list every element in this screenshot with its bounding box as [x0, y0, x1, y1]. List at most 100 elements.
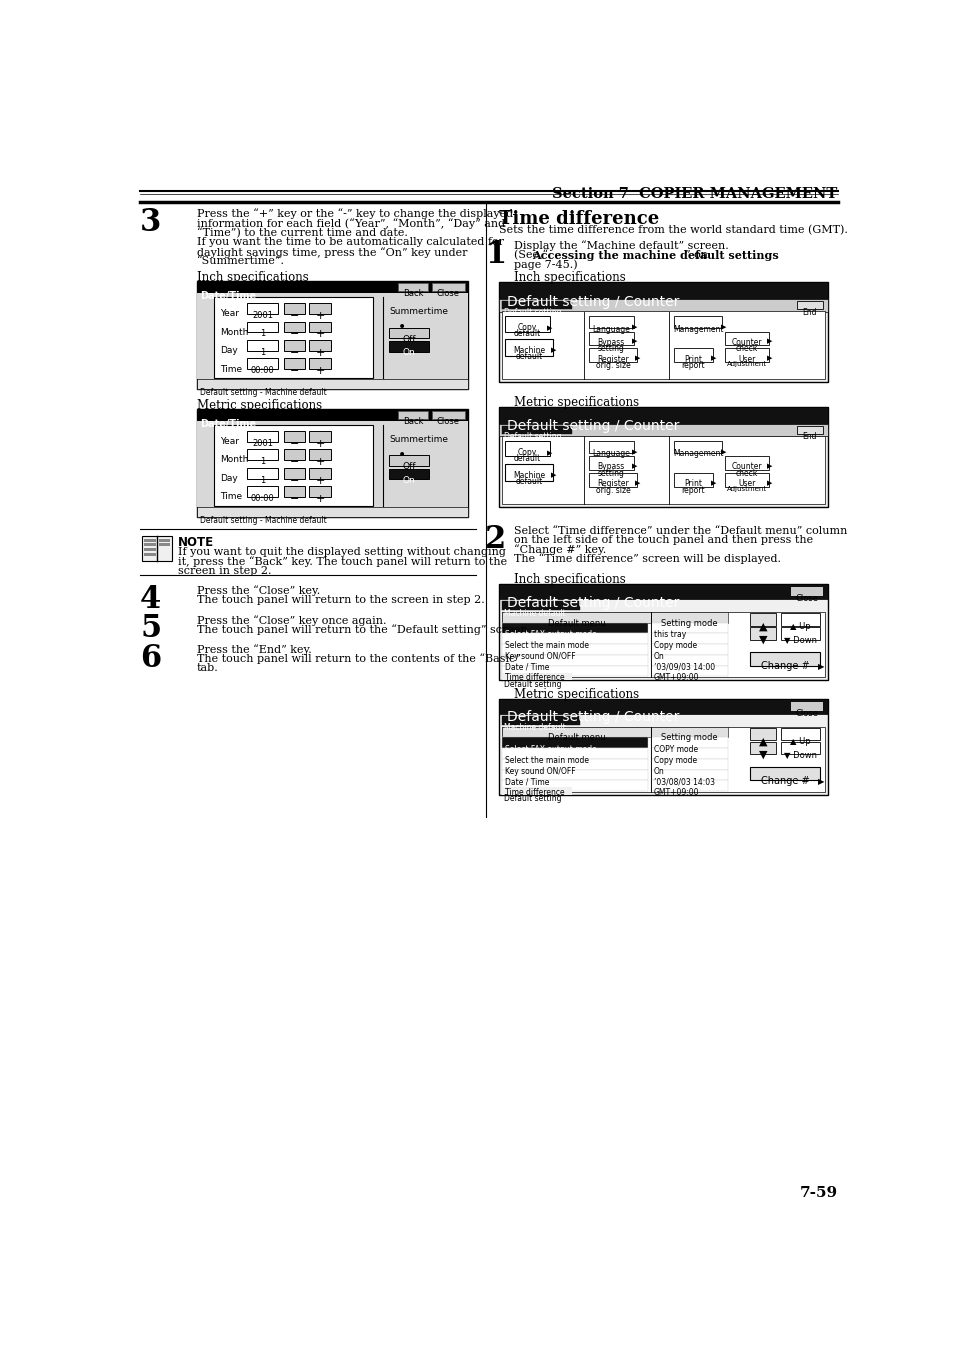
Text: 2: 2 [484, 524, 506, 555]
Text: Print: Print [684, 354, 701, 363]
Text: Year: Year [220, 436, 239, 446]
Text: 2001: 2001 [252, 439, 273, 447]
Text: Management: Management [672, 324, 722, 334]
Bar [588, 331, 633, 346]
Text: Date / Time: Date / Time [505, 662, 549, 671]
Text: Display the “Machine default” screen.: Display the “Machine default” screen. [514, 240, 728, 251]
Text: −: − [290, 311, 299, 320]
Bar [790, 701, 822, 711]
Text: Select “Time difference” under the “Default menu” column: Select “Time difference” under the “Defa… [514, 526, 847, 535]
Text: Summertime: Summertime [389, 307, 448, 316]
Text: −: − [290, 476, 299, 485]
Text: orig. size: orig. size [595, 485, 630, 494]
Bar [283, 431, 305, 442]
Text: Change #: Change # [760, 775, 808, 786]
Text: Accessing the machine default settings: Accessing the machine default settings [532, 250, 778, 261]
Text: (See “: (See “ [514, 250, 548, 261]
Text: Press the “Close” key.: Press the “Close” key. [196, 585, 319, 596]
Text: Day: Day [220, 346, 237, 355]
Text: Month: Month [220, 328, 248, 336]
Bar [309, 303, 331, 313]
Text: screen in step 2.: screen in step 2. [178, 566, 272, 576]
Bar [674, 473, 712, 488]
Text: Select FAX output mode: Select FAX output mode [505, 744, 597, 754]
Bar [501, 601, 579, 611]
Bar [501, 634, 647, 644]
Text: +: + [314, 330, 324, 339]
Bar [501, 426, 571, 434]
Bar [431, 411, 464, 419]
Bar [505, 440, 550, 457]
Text: GMT+09:00: GMT+09:00 [654, 788, 699, 797]
Bar [158, 539, 171, 542]
Bar [397, 282, 427, 292]
Text: ▼ Down: ▼ Down [783, 750, 816, 759]
Bar [650, 623, 728, 634]
Bar [588, 473, 637, 488]
Text: ▶: ▶ [632, 463, 637, 469]
Text: ▼: ▼ [759, 635, 767, 644]
Bar [196, 281, 468, 389]
Bar [283, 340, 305, 351]
Bar [650, 612, 728, 623]
Text: Press the “Close” key once again.: Press the “Close” key once again. [196, 615, 386, 626]
Text: Adjustment: Adjustment [726, 361, 766, 366]
Text: information for each field (“Year”, “Month”, “Day” and: information for each field (“Year”, “Mon… [196, 218, 504, 228]
Text: Copy mode: Copy mode [654, 642, 697, 650]
Bar [498, 698, 827, 715]
Text: Management: Management [672, 450, 722, 458]
Bar [498, 424, 827, 436]
Bar [309, 322, 331, 332]
Text: ▲ Up: ▲ Up [789, 621, 810, 631]
Text: +: + [314, 476, 324, 485]
Text: On: On [402, 476, 416, 485]
Bar [144, 543, 155, 546]
Text: Time difference: Time difference [505, 673, 564, 682]
Text: “Summertime”.: “Summertime”. [196, 257, 284, 266]
Text: Select FAX output mode: Select FAX output mode [505, 631, 597, 639]
Bar [498, 407, 827, 507]
Text: ▶: ▶ [632, 339, 637, 345]
Bar [196, 507, 468, 517]
Text: Default setting / Counter: Default setting / Counter [506, 295, 679, 308]
Bar [498, 407, 827, 424]
Text: ▶: ▶ [766, 463, 772, 469]
Text: Print: Print [684, 480, 701, 488]
Text: Default setting: Default setting [503, 432, 560, 442]
Text: Section 7  COPIER MANAGEMENT: Section 7 COPIER MANAGEMENT [552, 186, 837, 201]
Text: Close: Close [795, 709, 818, 717]
Bar [283, 322, 305, 332]
Bar [796, 301, 822, 309]
Text: If you want the time to be automatically calculated for: If you want the time to be automatically… [196, 238, 503, 247]
Bar [196, 281, 468, 293]
Bar [650, 666, 728, 677]
Text: The “Time difference” screen will be displayed.: The “Time difference” screen will be dis… [514, 554, 781, 565]
Bar [650, 644, 728, 655]
Text: Year: Year [220, 309, 239, 319]
Text: setting: setting [598, 345, 624, 353]
Text: ▶: ▶ [720, 324, 725, 331]
Text: Month: Month [220, 455, 248, 465]
Text: Copy: Copy [517, 323, 537, 332]
Text: Setting mode: Setting mode [660, 734, 718, 743]
Text: Inch specifications: Inch specifications [196, 270, 308, 284]
Text: Default setting / Counter: Default setting / Counter [506, 596, 679, 609]
Text: Select the main mode: Select the main mode [505, 642, 589, 650]
Text: Copy: Copy [517, 447, 537, 457]
Text: +: + [314, 366, 324, 376]
Bar [588, 349, 637, 362]
Bar [498, 282, 827, 299]
Bar [790, 586, 822, 596]
Bar [498, 282, 827, 382]
Bar [501, 770, 647, 781]
Text: +: + [314, 439, 324, 449]
Bar [650, 634, 728, 644]
Text: ▶: ▶ [711, 480, 716, 486]
Text: Close: Close [436, 417, 458, 426]
Bar [501, 655, 647, 666]
Text: −: − [290, 439, 299, 449]
Bar [283, 358, 305, 369]
Bar [283, 303, 305, 313]
Bar [796, 426, 822, 434]
Text: 1: 1 [260, 457, 265, 466]
